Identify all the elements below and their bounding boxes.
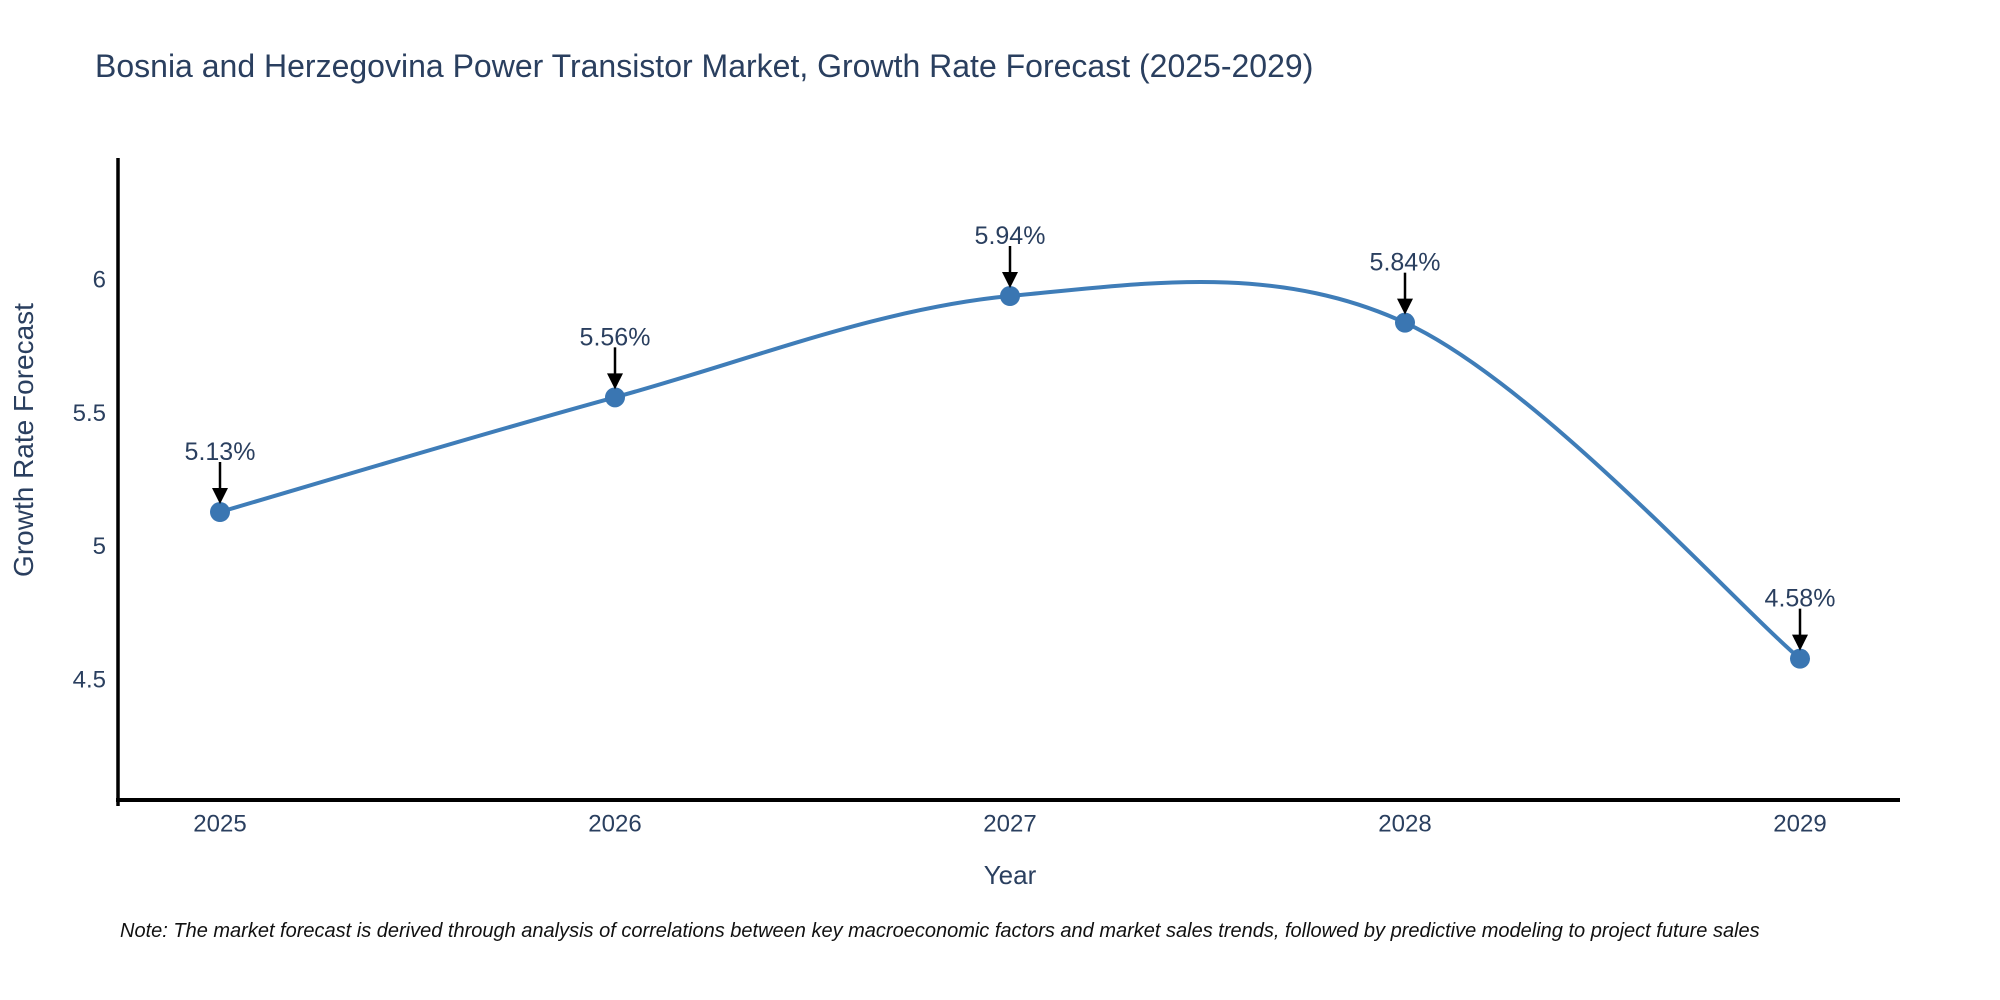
point-value-label: 5.84% (1370, 249, 1441, 277)
x-axis-title: Year (983, 860, 1037, 890)
x-tick-label: 2026 (588, 811, 641, 838)
data-point-marker (605, 387, 625, 408)
data-point-marker (1000, 286, 1020, 306)
y-tick-label: 4.5 (73, 667, 106, 694)
x-tick-label: 2028 (1378, 811, 1431, 838)
annotation-arrow-head (1002, 272, 1018, 288)
point-value-label: 5.56% (580, 323, 651, 351)
point-value-label: 5.13% (185, 438, 256, 466)
series-line (218, 279, 1802, 661)
annotation-arrow-head (1397, 298, 1413, 315)
point-value-label: 4.58% (1765, 585, 1836, 613)
y-tick-label: 5.5 (73, 400, 106, 427)
x-tick-label: 2027 (983, 811, 1036, 838)
x-tick-label: 2029 (1773, 811, 1826, 838)
data-point-marker (210, 502, 230, 522)
chart-title: Bosnia and Herzegovina Power Transistor … (95, 48, 1314, 84)
data-point-marker (1790, 648, 1810, 669)
y-tick-label: 5 (93, 533, 106, 560)
annotation-arrow-head (1792, 634, 1808, 651)
annotation-arrow-head (607, 373, 623, 390)
data-point-marker (1395, 312, 1415, 333)
annotation-arrow-head (212, 488, 228, 504)
footnote: Note: The market forecast is derived thr… (120, 920, 1760, 942)
x-tick-label: 2025 (193, 811, 246, 838)
y-tick-label: 6 (93, 267, 106, 294)
point-value-label: 5.94% (975, 222, 1046, 250)
